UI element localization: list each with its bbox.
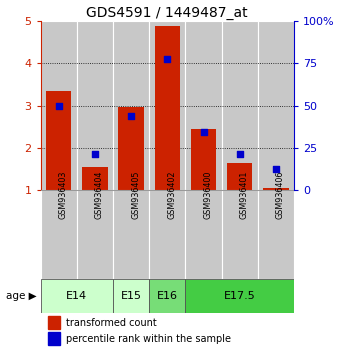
Point <box>237 152 242 157</box>
Bar <box>41 190 77 279</box>
Bar <box>41 21 77 190</box>
Bar <box>263 188 289 190</box>
Text: transformed count: transformed count <box>66 318 156 328</box>
Bar <box>222 190 258 279</box>
Point <box>56 103 62 109</box>
Text: age ▶: age ▶ <box>6 291 36 301</box>
Point <box>128 113 134 119</box>
Text: GSM936400: GSM936400 <box>203 170 213 219</box>
Bar <box>149 190 186 279</box>
Bar <box>186 21 222 190</box>
Point <box>165 56 170 62</box>
Bar <box>41 279 113 313</box>
Text: percentile rank within the sample: percentile rank within the sample <box>66 334 231 344</box>
Bar <box>113 190 149 279</box>
Point <box>92 152 98 157</box>
Bar <box>48 332 59 345</box>
Bar <box>77 21 113 190</box>
Bar <box>154 26 180 190</box>
Bar <box>222 21 258 190</box>
Text: GSM936405: GSM936405 <box>131 170 140 219</box>
Text: E15: E15 <box>121 291 142 301</box>
Bar <box>82 167 107 190</box>
Text: GSM936406: GSM936406 <box>276 170 285 219</box>
Bar <box>227 163 252 190</box>
Bar <box>149 21 186 190</box>
Text: E17.5: E17.5 <box>224 291 256 301</box>
Bar <box>113 21 149 190</box>
Bar <box>77 190 113 279</box>
Text: GSM936402: GSM936402 <box>167 170 176 219</box>
Bar <box>118 107 144 190</box>
Bar <box>258 190 294 279</box>
Text: GSM936401: GSM936401 <box>240 170 249 219</box>
Point <box>273 166 279 172</box>
Bar <box>258 21 294 190</box>
Text: E16: E16 <box>157 291 178 301</box>
Bar <box>186 279 294 313</box>
Point <box>201 129 206 135</box>
Bar <box>186 190 222 279</box>
Bar <box>191 129 216 190</box>
Bar <box>48 316 59 329</box>
Title: GDS4591 / 1449487_at: GDS4591 / 1449487_at <box>87 6 248 20</box>
Bar <box>113 279 149 313</box>
Bar <box>46 91 71 190</box>
Text: E14: E14 <box>66 291 87 301</box>
Bar <box>149 279 186 313</box>
Text: GSM936404: GSM936404 <box>95 170 104 219</box>
Text: GSM936403: GSM936403 <box>59 170 68 219</box>
